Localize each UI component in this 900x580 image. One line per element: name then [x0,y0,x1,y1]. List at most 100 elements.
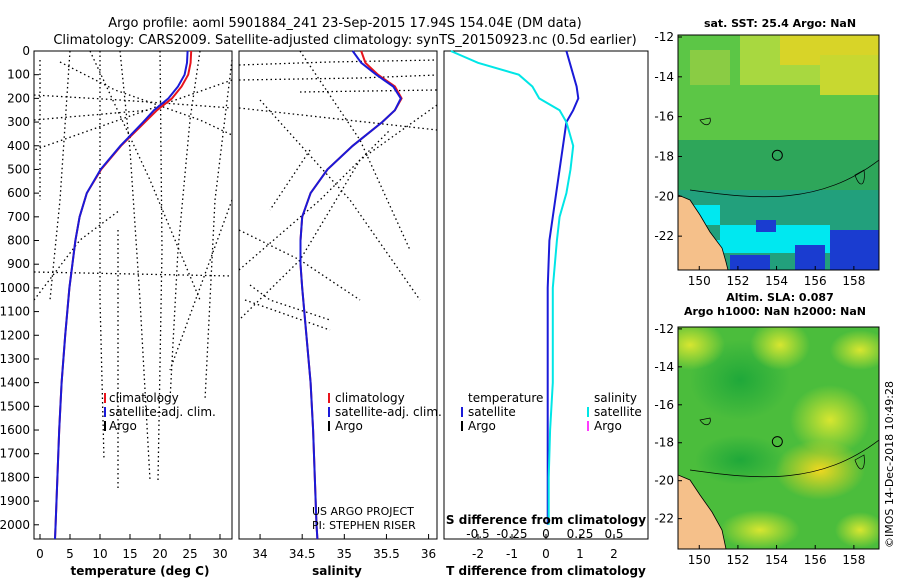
depth-tick-label: 1500 [0,399,30,413]
depth-tick-label: 400 [7,139,30,153]
depth-tick-label: 1300 [0,352,30,366]
sal-legend-satellite-label: satellite-adj. clim. [335,405,442,419]
depth-tick-label: 600 [7,186,30,200]
difference-legend: temperature satellite Argo salinity sate… [461,391,642,433]
salinity-legend: climatology satellite-adj. clim. Argo [328,391,442,433]
map-y-tick-label: -22 [654,512,674,526]
map-x-tick-label: 152 [726,274,749,288]
salinity-tick-label: 35 [337,547,352,561]
legend-argo-label: Argo [109,419,137,433]
sal-legend-satellite-swatch [328,407,330,417]
depth-tick-label: 900 [7,257,30,271]
diff-legend-t-argo-label: Argo [468,419,496,433]
sst-map-y-ticks: -12 -14 -16 -18 -20 -22 [654,30,682,243]
map-x-tick-label: 154 [765,274,788,288]
difference-tick-label: 0 [542,547,550,561]
legend-satellite-swatch [104,407,106,417]
temperature-xlabel: temperature (deg C) [71,564,210,578]
depth-tick-label: 1700 [0,447,30,461]
sla-map-panel: Altim. SLA: 0.087 Argo h1000: NaN h2000:… [654,291,880,567]
salinity-difference-ticks: -0.5 -0.25 0 0.25 0.5 [466,527,623,541]
sla-profile-marker [771,436,783,448]
difference-tick-label: -2 [472,547,484,561]
sal-legend-argo-label: Argo [335,419,363,433]
salinity-xlabel: salinity [312,564,362,578]
salinity-tick-label: 36 [421,547,436,561]
depth-tick-label: 700 [7,210,30,224]
depth-tick-label: 1100 [0,305,30,319]
temperature-series [54,50,193,540]
depth-tick-label: 1900 [0,494,30,508]
legend-argo-swatch [104,421,106,431]
diff-legend-salinity-title: salinity [594,391,637,405]
temperature-tick-label: 0 [36,547,44,561]
depth-y-ticks: 0 100 200 300 400 500 600 700 800 900 1000 1100 1200… [0,44,39,532]
map-x-tick-label: 154 [765,553,788,567]
map-x-tick-label: 156 [804,274,827,288]
difference-tick-label: -1 [506,547,518,561]
sal-legend-climatology-label: climatology [335,391,405,405]
diff-legend-t-argo-swatch [461,421,463,431]
sst-map-x-ticks: 150 152 154 156 158 [688,266,865,288]
temperature-tick-label: 30 [212,547,227,561]
map-y-tick-label: -14 [654,70,674,84]
salinity-difference-tick-label: 0.25 [567,527,594,541]
temperature-tick-label: 5 [66,547,74,561]
salinity-x-ticks: 34 34.5 35 35.5 36 [252,534,436,561]
diff-legend-temperature-title: temperature [468,391,543,405]
temperature-tick-label: 10 [92,547,107,561]
difference-xlabel: T difference from climatology [446,564,646,578]
depth-tick-label: 800 [7,234,30,248]
depth-tick-label: 1000 [0,281,30,295]
s-difference-label: S difference from climatology [446,513,646,527]
map-y-tick-label: -18 [654,436,674,450]
series-temperature-satellite [546,50,580,525]
salinity-panel: 34 34.5 35 35.5 36 salinity climatology sate… [238,50,442,578]
difference-x-ticks: -2 -1 0 1 2 [472,534,618,561]
salinity-frame [238,50,438,540]
map-x-tick-label: 158 [842,274,865,288]
map-x-tick-label: 150 [688,553,711,567]
depth-tick-label: 0 [22,44,30,58]
salinity-difference-tick-label: -0.5 [466,527,489,541]
temperature-tick-label: 25 [182,547,197,561]
map-x-tick-label: 158 [842,553,865,567]
legend-climatology-label: climatology [109,391,179,405]
difference-tick-label: 2 [610,547,618,561]
salinity-difference-tick-label: 0 [542,527,550,541]
salinity-tick-label: 34.5 [289,547,316,561]
map-x-tick-label: 152 [726,553,749,567]
diff-legend-s-satellite-label: satellite [594,405,642,419]
diff-legend-s-argo-swatch [587,421,589,431]
series-salinity-satellite [450,50,575,525]
sla-map-title-2: Argo h1000: NaN h2000: NaN [684,305,866,318]
temperature-legend: climatology satellite-adj. clim. Argo [104,391,216,433]
map-y-tick-label: -12 [654,322,674,336]
depth-tick-label: 1400 [0,376,30,390]
diff-legend-s-argo-label: Argo [594,419,622,433]
depth-tick-label: 500 [7,162,30,176]
map-x-tick-label: 150 [688,274,711,288]
sal-legend-climatology-swatch [328,393,330,403]
salinity-tick-label: 34 [252,547,267,561]
sst-map-frame [677,34,880,271]
temperature-tick-label: 15 [122,547,137,561]
depth-tick-label: 200 [7,91,30,105]
credit-pi: PI: STEPHEN RISER [312,519,416,532]
map-y-tick-label: -16 [654,110,674,124]
difference-tick-label: 1 [576,547,584,561]
map-y-tick-label: -18 [654,149,674,163]
sal-legend-argo-swatch [328,421,330,431]
sla-map-frame [677,326,880,550]
diff-legend-t-satellite-swatch [461,407,463,417]
temperature-argo-dotted-lines [33,50,233,490]
map-y-tick-label: -12 [654,30,674,44]
depth-tick-label: 300 [7,115,30,129]
sla-map-y-ticks: -12 -14 -16 -18 -20 -22 [654,322,682,526]
credit-project: US ARGO PROJECT [312,505,414,518]
temperature-panel: 0 5 10 15 20 25 30 0 100 200 300 400 500 600 700 800 90… [0,44,233,578]
sst-profile-marker [771,149,783,161]
series-satellite-adj-clim- [54,50,189,540]
depth-tick-label: 100 [7,68,30,82]
